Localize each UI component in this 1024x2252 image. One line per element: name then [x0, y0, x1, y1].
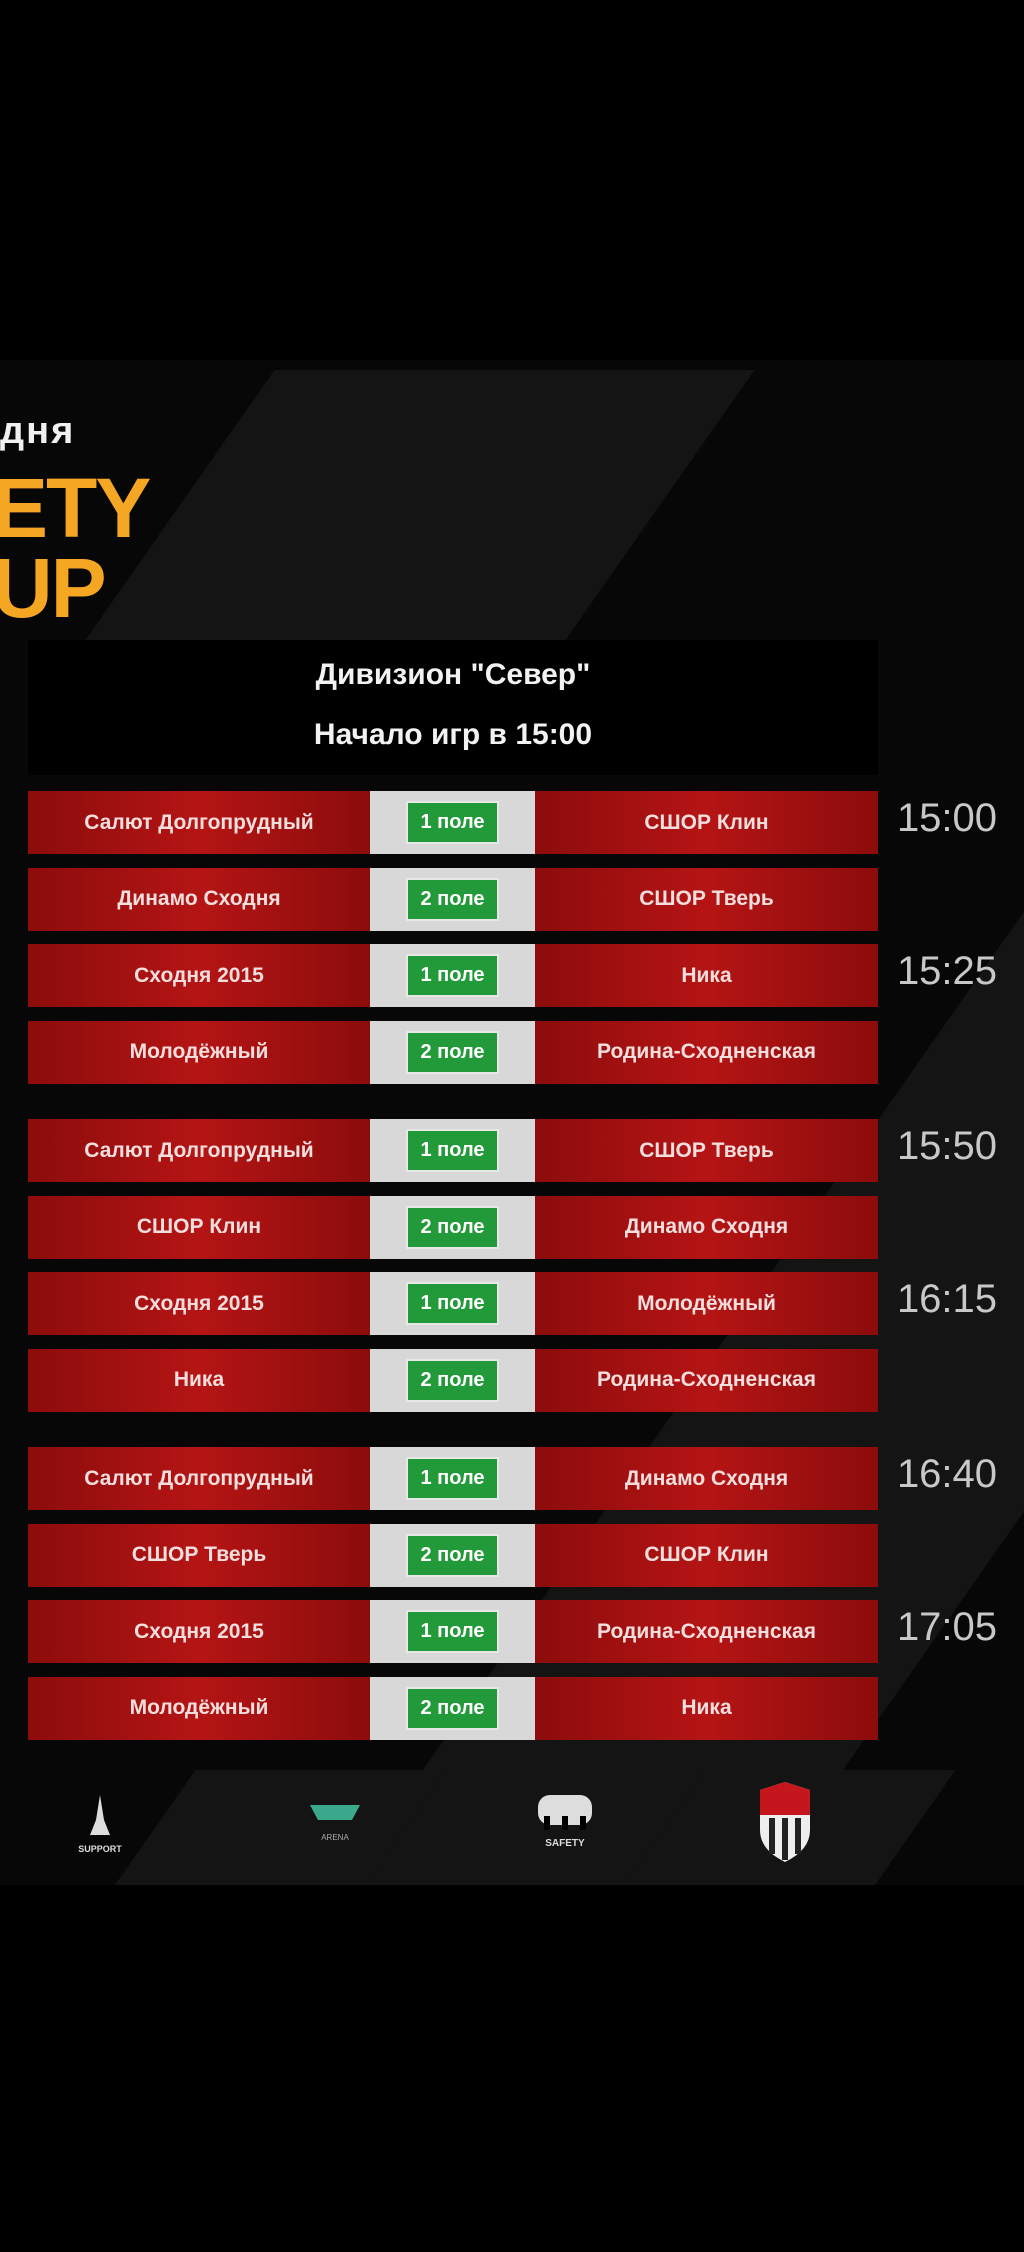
- match-row: Ника 2 поле Родина-Сходненская: [28, 1348, 878, 1412]
- field-badge: 2 поле: [406, 877, 499, 921]
- away-team: СШОР Тверь: [535, 867, 878, 931]
- match-row: СШОР Клин 2 поле Динамо Сходня: [28, 1195, 878, 1259]
- field-badge: 1 поле: [406, 1129, 499, 1172]
- brand-line-3: UP: [0, 541, 107, 635]
- home-team: Салют Долгопрудный: [28, 1447, 370, 1510]
- away-team: СШОР Клин: [535, 1523, 878, 1587]
- home-team: Ника: [28, 1348, 370, 1412]
- away-team: СШОР Клин: [535, 791, 878, 854]
- match-row: Салют Долгопрудный 1 поле Динамо Сходня: [28, 1447, 878, 1510]
- division-title: Дивизион "Север": [315, 658, 591, 691]
- field-badge: 1 поле: [406, 1282, 499, 1325]
- match-row: Сходня 2015 1 поле Ника: [28, 944, 878, 1007]
- field-cell: 1 поле: [370, 1600, 535, 1663]
- brand-line-2: ETY: [0, 461, 151, 555]
- home-team: СШОР Клин: [28, 1195, 370, 1259]
- match-row: Молодёжный 2 поле Ника: [28, 1676, 878, 1740]
- field-cell: 2 поле: [370, 1348, 535, 1412]
- field-badge: 2 поле: [406, 1358, 499, 1402]
- away-team: Динамо Сходня: [535, 1195, 878, 1259]
- field-badge: 1 поле: [406, 954, 499, 997]
- field-cell: 2 поле: [370, 867, 535, 931]
- field-cell: 1 поле: [370, 791, 535, 854]
- match-row: Сходня 2015 1 поле Родина-Сходненская: [28, 1600, 878, 1663]
- arena-logo: ARENA: [290, 1790, 380, 1865]
- field-badge: 2 поле: [406, 1686, 499, 1730]
- away-team: СШОР Тверь: [535, 1119, 878, 1182]
- home-team: Молодёжный: [28, 1020, 370, 1084]
- field-cell: 1 поле: [370, 1119, 535, 1182]
- home-team: Сходня 2015: [28, 1272, 370, 1335]
- svg-text:ARENA: ARENA: [321, 1833, 349, 1842]
- field-cell: 1 поле: [370, 1447, 535, 1510]
- svg-text:SUPPORT: SUPPORT: [78, 1844, 122, 1854]
- field-badge: 1 поле: [406, 1610, 499, 1653]
- match-time: 16:15: [896, 1277, 998, 1321]
- home-team: Сходня 2015: [28, 944, 370, 1007]
- support-logo: SUPPORT: [70, 1790, 130, 1865]
- home-team: Молодёжный: [28, 1676, 370, 1740]
- club-shield-logo: [755, 1780, 815, 1870]
- match-time: 17:05: [896, 1605, 998, 1649]
- field-cell: 1 поле: [370, 1272, 535, 1335]
- home-team: Динамо Сходня: [28, 867, 370, 931]
- field-badge: 2 поле: [406, 1533, 499, 1577]
- safety-logo: SAFETY: [530, 1790, 600, 1865]
- svg-text:SAFETY: SAFETY: [545, 1838, 585, 1849]
- start-time: Начало игр в 15:00: [313, 718, 593, 751]
- away-team: Родина-Сходненская: [535, 1348, 878, 1412]
- match-row: Салют Долгопрудный 1 поле СШОР Клин: [28, 791, 878, 854]
- match-row: СШОР Тверь 2 поле СШОР Клин: [28, 1523, 878, 1587]
- field-badge: 1 поле: [406, 801, 499, 844]
- away-team: Молодёжный: [535, 1272, 878, 1335]
- brand-line-1: дня: [0, 410, 76, 452]
- division-header: Дивизион "Север" Начало игр в 15:00: [28, 640, 878, 775]
- match-time: 15:00: [896, 796, 998, 840]
- home-team: Салют Долгопрудный: [28, 791, 370, 854]
- home-team: Сходня 2015: [28, 1600, 370, 1663]
- match-row: Сходня 2015 1 поле Молодёжный: [28, 1272, 878, 1335]
- field-badge: 2 поле: [406, 1030, 499, 1074]
- field-badge: 2 поле: [406, 1205, 499, 1249]
- schedule-poster: дня ETY UP Дивизион "Север" Начало игр в…: [0, 360, 1024, 1885]
- match-row: Салют Долгопрудный 1 поле СШОР Тверь: [28, 1119, 878, 1182]
- field-cell: 2 поле: [370, 1676, 535, 1740]
- away-team: Ника: [535, 1676, 878, 1740]
- match-row: Динамо Сходня 2 поле СШОР Тверь: [28, 867, 878, 931]
- away-team: Родина-Сходненская: [535, 1020, 878, 1084]
- away-team: Родина-Сходненская: [535, 1600, 878, 1663]
- match-time: 16:40: [896, 1452, 998, 1496]
- field-badge: 1 поле: [406, 1457, 499, 1500]
- bg-stripe: [85, 370, 755, 640]
- match-time: 15:50: [896, 1124, 998, 1168]
- away-team: Динамо Сходня: [535, 1447, 878, 1510]
- home-team: СШОР Тверь: [28, 1523, 370, 1587]
- field-cell: 2 поле: [370, 1523, 535, 1587]
- match-time: 15:25: [896, 949, 998, 993]
- home-team: Салют Долгопрудный: [28, 1119, 370, 1182]
- field-cell: 1 поле: [370, 944, 535, 1007]
- match-row: Молодёжный 2 поле Родина-Сходненская: [28, 1020, 878, 1084]
- away-team: Ника: [535, 944, 878, 1007]
- field-cell: 2 поле: [370, 1020, 535, 1084]
- field-cell: 2 поле: [370, 1195, 535, 1259]
